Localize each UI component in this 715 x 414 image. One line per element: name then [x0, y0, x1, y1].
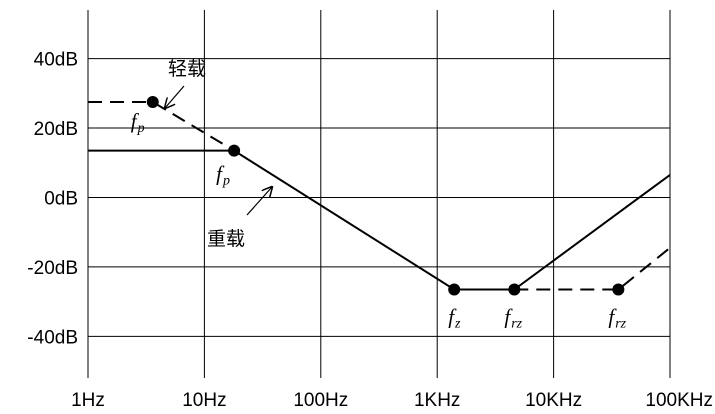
x-tick-label: 10Hz — [182, 390, 226, 411]
x-tick-label: 100KHz — [645, 390, 713, 411]
x-tick-label: 100Hz — [293, 390, 348, 411]
series-line-dashed-tail — [514, 247, 671, 291]
series-line-dashed — [88, 101, 235, 152]
marker-label: fp — [216, 162, 230, 189]
x-axis-ticks: 1Hz 10Hz 100Hz 1KHz 10KHz 100KHz — [71, 390, 713, 411]
x-tick-label: 1Hz — [71, 390, 105, 411]
marker-point — [448, 283, 461, 296]
marker-label: frz — [504, 304, 522, 331]
annotation-light-load: 轻载 — [165, 58, 206, 108]
marker-label: fp — [131, 109, 145, 136]
annotation-heavy-load-arrow — [246, 187, 272, 216]
annotation-light-load-arrow — [165, 85, 185, 108]
series-lines — [88, 101, 671, 291]
x-tick-label: 10KHz — [525, 390, 582, 411]
y-tick-label: 40dB — [34, 50, 78, 71]
marker-point — [146, 96, 159, 108]
marker-point — [228, 144, 241, 157]
y-tick-label: 20dB — [34, 119, 78, 140]
grid — [87, 10, 671, 378]
marker-point — [612, 283, 625, 296]
annotation-heavy-load-text: 重载 — [207, 228, 245, 250]
y-tick-label: -20dB — [27, 258, 78, 279]
y-tick-label: -40dB — [27, 327, 78, 348]
x-tick-label: 1KHz — [414, 390, 460, 411]
y-axis-ticks: 40dB 20dB 0dB -20dB -40dB — [27, 50, 78, 349]
annotation-heavy-load: 重载 — [207, 187, 272, 250]
marker-label: fz — [448, 304, 461, 331]
y-tick-label: 0dB — [44, 188, 78, 209]
series-line-solid — [88, 149, 671, 291]
annotation-light-load-text: 轻载 — [168, 58, 206, 80]
marker-label: frz — [608, 304, 626, 331]
marker-point — [508, 283, 521, 296]
markers: fp fp fz frz frz — [131, 96, 627, 331]
